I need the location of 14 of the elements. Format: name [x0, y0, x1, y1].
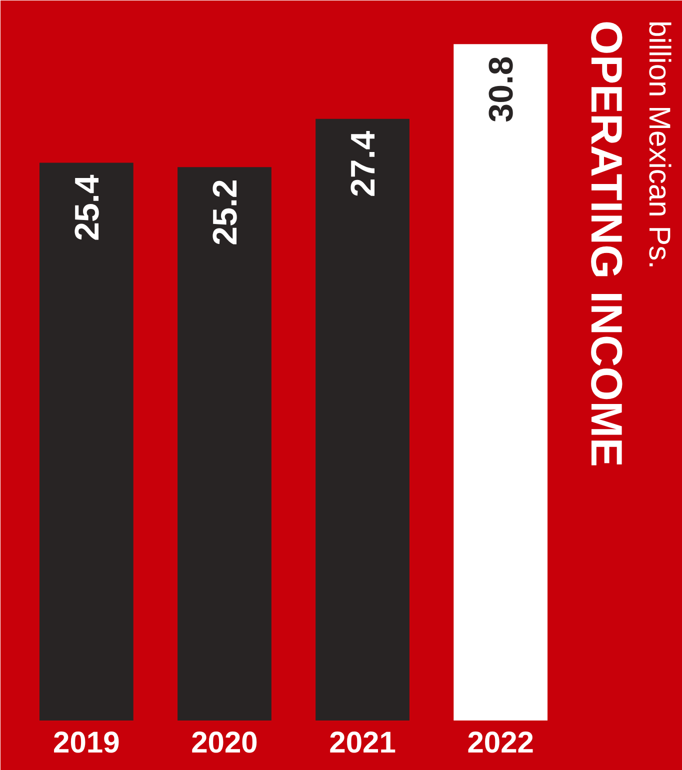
x-tick-label: 2019 [53, 726, 120, 760]
x-tick-label: 2021 [329, 726, 396, 760]
bar [454, 44, 548, 720]
bar [178, 167, 272, 720]
data-label: 27.4 [344, 130, 383, 198]
bar [316, 118, 410, 720]
text: OPERATING INCOME [582, 20, 630, 468]
data-label: 30.8 [482, 56, 521, 122]
bar [39, 162, 134, 720]
x-tick-label: 2020 [191, 726, 258, 760]
data-label: 25.2 [206, 179, 244, 246]
data-label: 25.4 [68, 174, 106, 241]
x-tick-label: 2022 [467, 726, 534, 760]
text: billion Mexican Ps. [642, 20, 676, 269]
